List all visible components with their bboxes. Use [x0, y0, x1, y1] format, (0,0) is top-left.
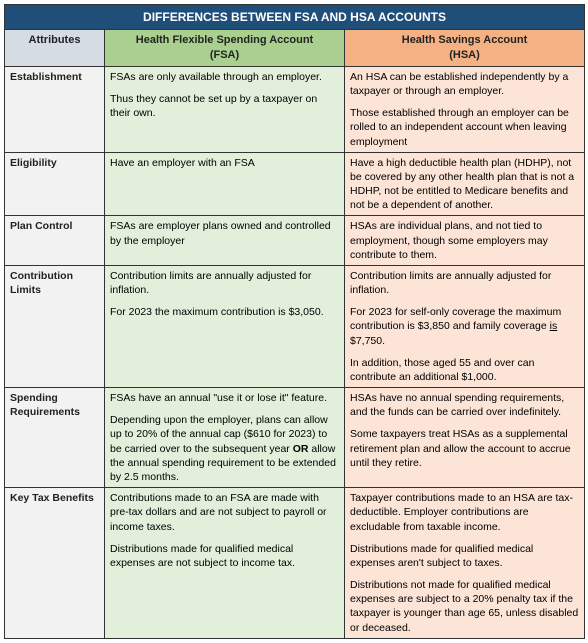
hsa-cell: An HSA can be established independently … [345, 66, 585, 152]
header-fsa-line2: (FSA) [210, 49, 239, 61]
fsa-hsa-table: DIFFERENCES BETWEEN FSA AND HSA ACCOUNTS… [4, 4, 585, 639]
fsa-cell: Contribution limits are annually adjuste… [105, 265, 345, 387]
fsa-cell: FSAs are only available through an emplo… [105, 66, 345, 152]
table-row: Key Tax BenefitsContributions made to an… [5, 488, 585, 639]
title-row: DIFFERENCES BETWEEN FSA AND HSA ACCOUNTS [5, 5, 585, 30]
attr-cell: Plan Control [5, 216, 105, 266]
table-row: Plan ControlFSAs are employer plans owne… [5, 216, 585, 266]
table-row: Spending RequirementsFSAs have an annual… [5, 388, 585, 488]
fsa-cell: Contributions made to an FSA are made wi… [105, 488, 345, 639]
header-fsa-line1: Health Flexible Spending Account [136, 34, 313, 46]
hsa-cell: Have a high deductible health plan (HDHP… [345, 152, 585, 216]
fsa-cell: Have an employer with an FSA [105, 152, 345, 216]
hsa-cell: Taxpayer contributions made to an HSA ar… [345, 488, 585, 639]
header-hsa-line2: (HSA) [449, 49, 480, 61]
header-fsa: Health Flexible Spending Account (FSA) [105, 30, 345, 67]
attr-cell: Key Tax Benefits [5, 488, 105, 639]
fsa-cell: FSAs have an annual "use it or lose it" … [105, 388, 345, 488]
table-row: EligibilityHave an employer with an FSAH… [5, 152, 585, 216]
header-attributes: Attributes [5, 30, 105, 67]
table-row: EstablishmentFSAs are only available thr… [5, 66, 585, 152]
attr-cell: Spending Requirements [5, 388, 105, 488]
header-hsa: Health Savings Account (HSA) [345, 30, 585, 67]
hsa-cell: HSAs are individual plans, and not tied … [345, 216, 585, 266]
attr-cell: Eligibility [5, 152, 105, 216]
header-hsa-line1: Health Savings Account [402, 34, 528, 46]
header-row: Attributes Health Flexible Spending Acco… [5, 30, 585, 67]
hsa-cell: Contribution limits are annually adjuste… [345, 265, 585, 387]
table-row: Contribution LimitsContribution limits a… [5, 265, 585, 387]
hsa-cell: HSAs have no annual spending requirement… [345, 388, 585, 488]
attr-cell: Contribution Limits [5, 265, 105, 387]
fsa-cell: FSAs are employer plans owned and contro… [105, 216, 345, 266]
attr-cell: Establishment [5, 66, 105, 152]
table-title: DIFFERENCES BETWEEN FSA AND HSA ACCOUNTS [5, 5, 585, 30]
